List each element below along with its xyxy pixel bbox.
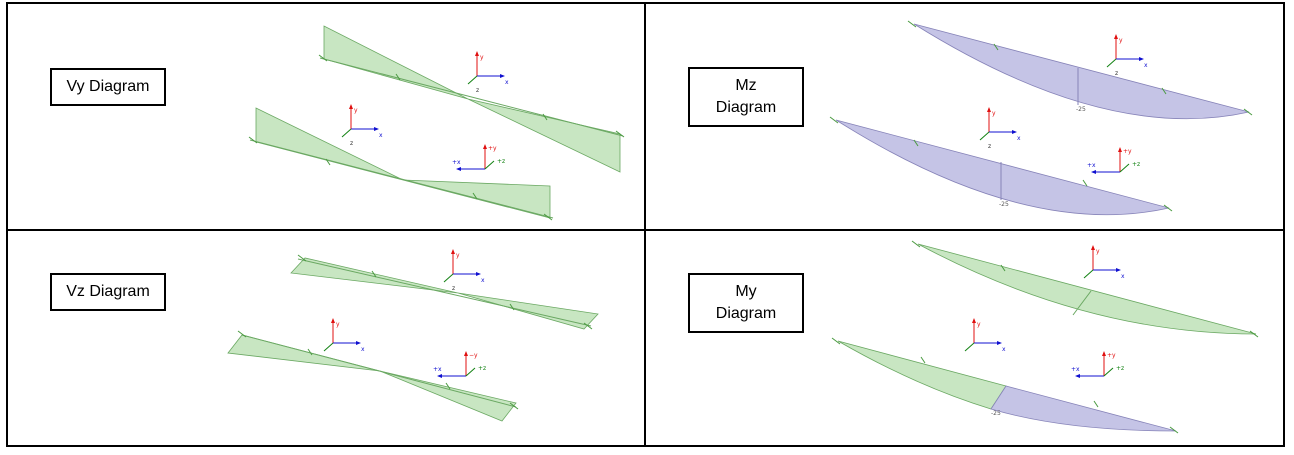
svg-text:x: x [1144, 62, 1148, 69]
svg-text:+x: +x [452, 159, 461, 166]
svg-text:x: x [379, 132, 383, 139]
vy-upper-shear-fill-2 [467, 98, 621, 173]
my-upper-section-line [1072, 290, 1092, 316]
mz-support-ticks [829, 20, 1253, 212]
svg-text:z: z [350, 140, 353, 147]
vz-local-axes-upper: y x z [443, 249, 485, 292]
mz-diagram-title: Mz Diagram [715, 77, 777, 116]
vz-diagram-label: Vz Diagram [50, 273, 166, 311]
vy-local-axes-lower: y x z [341, 104, 383, 147]
svg-text:−y: −y [469, 352, 478, 359]
mz-local-axes-upper: y x z [1106, 34, 1148, 77]
panel-my-diagram: My Diagram -25 y x y x [644, 229, 1285, 447]
svg-text:+y: +y [1123, 148, 1132, 155]
my-lower-moment-fill-right [990, 385, 1177, 432]
svg-text:x: x [1017, 135, 1021, 142]
vy-lower-beam-line [249, 139, 554, 219]
my-local-axes-lower: y x [964, 318, 1006, 353]
svg-text:+z: +z [1116, 365, 1124, 372]
my-support-ticks [831, 240, 1259, 434]
svg-text:+z: +z [1132, 161, 1140, 168]
mz-lower-value-label: -25 [999, 201, 1009, 208]
mz-upper-moment-fill [913, 23, 1250, 120]
mz-diagram-drawing: -25 -25 y x z y x z [829, 20, 1253, 216]
mz-upper-value-label: -25 [1076, 106, 1086, 113]
vz-support-ticks [237, 254, 593, 410]
svg-text:y: y [1096, 248, 1100, 255]
svg-text:x: x [505, 79, 509, 86]
vz-lower-shear-fill-2 [379, 370, 517, 422]
svg-text:z: z [476, 87, 479, 94]
svg-text:x: x [361, 346, 365, 353]
vy-local-axes-upper: y x z [467, 51, 509, 94]
svg-text:+y: +y [1107, 352, 1116, 359]
my-upper-moment-fill [917, 243, 1257, 335]
vy-diagram-drawing: y x z y x z +y +x +z [248, 25, 625, 221]
vz-lower-beam-line [241, 334, 517, 408]
svg-text:y: y [456, 252, 460, 259]
vy-lower-shear-fill [255, 107, 404, 181]
mz-lower-moment-fill [835, 119, 1170, 216]
mz-local-axes-lower: y x z [979, 107, 1021, 150]
svg-text:y: y [480, 54, 484, 61]
svg-text:+z: +z [478, 365, 486, 372]
svg-text:z: z [452, 285, 455, 292]
svg-text:x: x [1121, 273, 1125, 280]
my-lower-value-label: -25 [991, 410, 1001, 417]
svg-text:+z: +z [497, 158, 505, 165]
panel-vz-diagram: Vz Diagram y x z y x [6, 229, 646, 447]
my-local-axes-upper: y x [1083, 245, 1125, 280]
vz-upper-shear-fill-2 [457, 292, 599, 330]
vz-upper-beam-line [297, 258, 592, 327]
my-global-axes: +y +x +z [1071, 351, 1124, 378]
svg-text:z: z [1115, 70, 1118, 77]
svg-text:+x: +x [1071, 366, 1080, 373]
svg-text:y: y [354, 107, 358, 114]
my-diagram-title: My Diagram [715, 283, 777, 322]
svg-text:y: y [1119, 37, 1123, 44]
svg-text:y: y [992, 110, 996, 117]
mz-global-axes: +y +x +z [1087, 147, 1140, 174]
svg-text:+x: +x [433, 366, 442, 373]
svg-text:x: x [1002, 346, 1006, 353]
my-diagram-drawing: -25 y x y x +y +x +z [831, 240, 1259, 434]
svg-text:y: y [336, 321, 340, 328]
svg-text:x: x [481, 277, 485, 284]
vy-support-ticks [248, 54, 625, 221]
svg-text:+y: +y [488, 145, 497, 152]
panel-mz-diagram: Mz Diagram -25 -25 y x z y x z [644, 2, 1285, 231]
svg-text:+x: +x [1087, 162, 1096, 169]
vz-global-axes: −y +x +z [433, 351, 486, 378]
my-diagram-label: My Diagram [688, 273, 804, 333]
vz-diagram-drawing: y x z y x −y +x +z [227, 249, 599, 422]
svg-text:y: y [977, 321, 981, 328]
vy-diagram-label: Vy Diagram [50, 68, 166, 106]
vy-diagram-title: Vy Diagram [66, 78, 150, 95]
mz-diagram-label: Mz Diagram [688, 67, 804, 127]
panel-vy-diagram: Vy Diagram y x z y [6, 2, 646, 231]
vy-upper-shear-fill [323, 25, 469, 100]
vy-upper-beam-line [319, 57, 624, 137]
svg-text:z: z [988, 143, 991, 150]
vz-diagram-title: Vz Diagram [66, 283, 150, 300]
my-lower-moment-fill-left [837, 340, 1007, 410]
vy-global-axes: +y +x +z [452, 144, 505, 171]
vz-local-axes-lower: y x [323, 318, 365, 353]
